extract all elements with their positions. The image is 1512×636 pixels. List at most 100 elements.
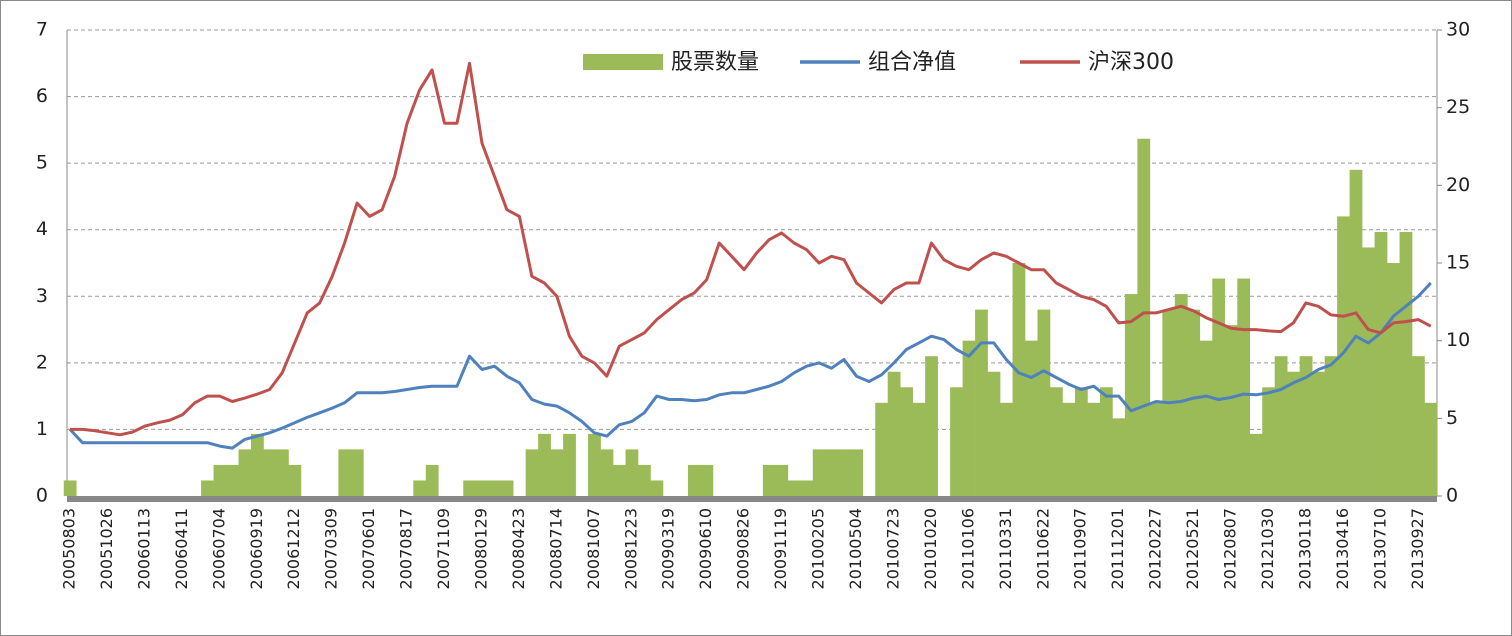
bar [1099, 387, 1113, 496]
x-tick-label: 20120807 [1221, 508, 1240, 589]
bar [1199, 340, 1213, 496]
y2-tick-label: 25 [1446, 96, 1470, 118]
x-tick-label: 20101020 [921, 508, 940, 589]
bar [538, 433, 551, 496]
bar [213, 464, 227, 496]
x-tick-label: 20090826 [734, 508, 753, 589]
x-tick-label: 20110106 [958, 508, 977, 589]
y-tick-label: 5 [36, 152, 48, 174]
bar [1124, 294, 1138, 496]
bar [1074, 387, 1088, 496]
bar [1424, 402, 1438, 496]
bar [226, 464, 239, 496]
y-tick-label: 0 [36, 485, 48, 507]
x-tick-label: 20100504 [846, 508, 865, 589]
x-tick-label: 20081007 [584, 508, 603, 589]
x-tick-label: 20080129 [472, 508, 491, 589]
x-axis-band [67, 496, 1437, 502]
x-tick-label: 20080423 [509, 508, 528, 589]
bar [413, 480, 427, 496]
x-tick-label: 20070601 [359, 508, 378, 589]
bar [987, 371, 1001, 496]
bar [962, 340, 976, 496]
bar [1337, 216, 1350, 496]
bar [1025, 340, 1038, 496]
bar [1087, 402, 1101, 496]
bar [1237, 278, 1251, 496]
bar [1412, 356, 1425, 496]
x-tick-label: 20050803 [60, 508, 79, 589]
bar [1324, 356, 1338, 496]
x-tick-label: 20120521 [1183, 508, 1202, 589]
x-tick-label: 20111201 [1108, 508, 1127, 589]
x-tick-label: 20130710 [1370, 508, 1389, 589]
bar [975, 309, 988, 496]
legend-swatch [583, 54, 663, 70]
bar [950, 387, 963, 496]
bar [1299, 356, 1313, 496]
bar [1387, 263, 1400, 496]
bar [338, 449, 352, 496]
bar [63, 480, 77, 496]
y2-tick-label: 0 [1446, 485, 1458, 507]
x-tick-label: 20121030 [1258, 508, 1277, 589]
legend-label: 组合净值 [868, 50, 956, 75]
bar [1399, 231, 1413, 496]
bar [1037, 309, 1051, 496]
y-tick-label: 2 [36, 351, 48, 373]
bar [638, 464, 651, 496]
bar [1287, 371, 1300, 496]
bar [1312, 371, 1325, 496]
x-tick-label: 20051026 [97, 508, 116, 589]
bar [263, 449, 277, 496]
line [68, 281, 1432, 450]
bar [1149, 402, 1163, 496]
y2-tick-label: 30 [1446, 19, 1470, 41]
bar [488, 480, 501, 496]
bar [350, 449, 364, 496]
y-tick-label: 1 [36, 418, 48, 440]
x-tick-label: 20110907 [1071, 508, 1090, 589]
x-tick-label: 20060919 [247, 508, 266, 589]
bar [201, 480, 214, 496]
x-tick-label: 20110331 [996, 508, 1015, 589]
bar [850, 449, 864, 496]
bar [600, 449, 614, 496]
bar [251, 433, 264, 496]
bar [900, 387, 913, 496]
x-tick-label: 20061212 [284, 508, 303, 589]
bar [1187, 309, 1201, 496]
bar [1349, 169, 1363, 497]
y-tick-label: 6 [36, 85, 48, 107]
y-tick-label: 4 [36, 218, 48, 240]
bar [775, 464, 789, 496]
y2-tick-label: 5 [1446, 407, 1458, 429]
x-tick-label: 20071109 [434, 508, 453, 589]
y2-tick-label: 10 [1446, 329, 1470, 351]
bar [288, 464, 302, 496]
bar [588, 433, 601, 496]
x-tick-label: 20090610 [696, 508, 715, 589]
line [70, 61, 1432, 437]
bar [463, 480, 477, 496]
x-tick-label: 20100723 [883, 508, 902, 589]
legend-label: 股票数量 [671, 50, 759, 75]
bar [787, 480, 801, 496]
bar [1012, 263, 1026, 496]
bar [812, 449, 826, 496]
bar [825, 449, 839, 496]
x-tick-label: 20130416 [1333, 508, 1352, 589]
bar [238, 449, 252, 496]
bar [1374, 231, 1388, 496]
bar [1049, 387, 1063, 496]
bar [1112, 418, 1126, 496]
bar [1274, 356, 1288, 496]
bar [1224, 325, 1238, 496]
bar [275, 449, 289, 496]
bar [1212, 278, 1226, 496]
bar [1362, 247, 1375, 496]
bar [687, 464, 701, 496]
y-tick-label: 3 [36, 285, 48, 307]
x-tick-label: 20130118 [1295, 508, 1314, 589]
